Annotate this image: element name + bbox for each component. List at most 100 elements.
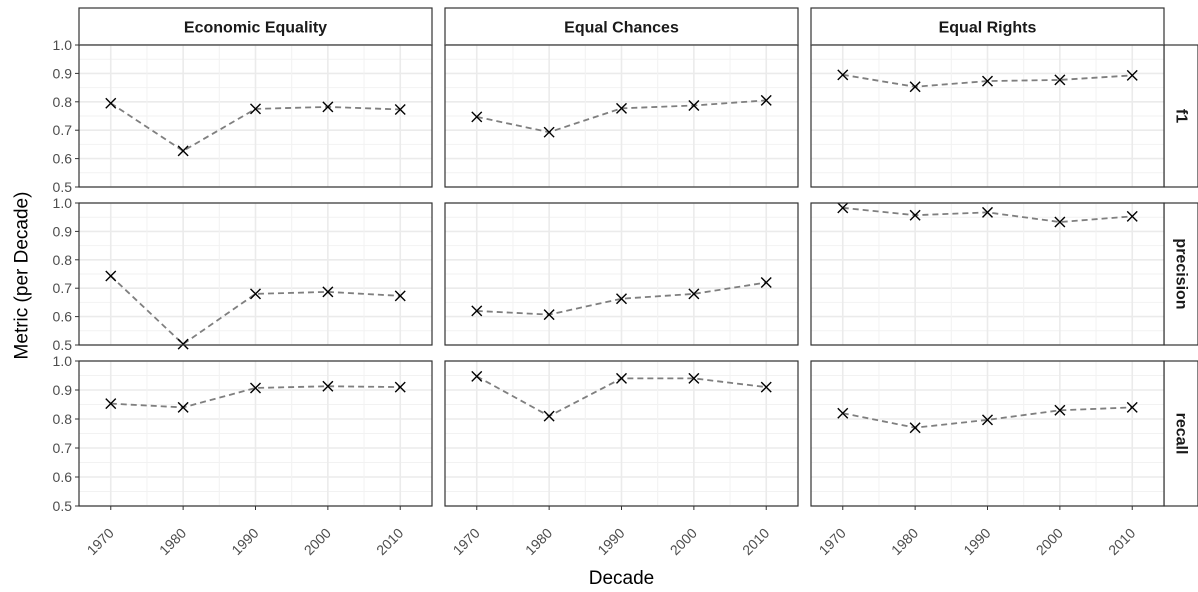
data-point	[543, 309, 555, 321]
data-point	[909, 81, 921, 93]
data-point	[1126, 69, 1138, 81]
y-tick-label: 0.9	[53, 382, 73, 398]
x-tick-label: 1970	[84, 525, 117, 558]
data-point-stroke	[760, 277, 772, 289]
y-tick-label: 0.9	[53, 223, 73, 239]
data-point-stroke	[250, 103, 261, 115]
x-tick-label: 2010	[1105, 525, 1138, 558]
series-line	[110, 275, 401, 346]
x-tick-label: 1990	[594, 525, 627, 558]
data-point-stroke	[471, 370, 483, 382]
data-point-stroke	[471, 111, 483, 123]
data-point-stroke	[177, 338, 189, 350]
panel-border	[444, 44, 799, 188]
y-tick-label: 1.0	[53, 37, 73, 53]
data-point	[688, 288, 700, 300]
y-tick-label: 0.6	[53, 309, 73, 325]
data-point-stroke	[616, 372, 627, 384]
data-point	[250, 288, 261, 300]
data-point	[760, 277, 772, 289]
panel-border	[810, 44, 1165, 188]
data-point	[177, 145, 189, 157]
series-line	[110, 385, 401, 409]
data-point-stroke	[394, 290, 406, 302]
row-strip	[1163, 360, 1198, 507]
y-tick-label: 1.0	[53, 353, 73, 369]
data-point	[837, 69, 849, 81]
data-point	[982, 75, 993, 87]
data-point-stroke	[177, 145, 189, 157]
data-point-stroke	[322, 380, 334, 392]
row-strip-label: f1	[1173, 109, 1190, 123]
y-tick-label: 0.7	[53, 440, 73, 456]
series-line	[476, 281, 767, 316]
data-point-stroke	[105, 270, 117, 282]
panel-border	[444, 202, 799, 346]
y-tick-label: 0.8	[53, 94, 73, 110]
data-point-stroke	[543, 309, 555, 321]
data-point-stroke	[837, 202, 849, 214]
x-tick-label: 2000	[301, 525, 334, 558]
data-point	[616, 372, 627, 384]
data-point	[105, 398, 117, 410]
data-point-stroke	[909, 81, 921, 93]
column-strip	[444, 7, 799, 46]
data-point	[543, 126, 555, 138]
x-tick-label: 1990	[960, 525, 993, 558]
y-tick-label: 0.8	[53, 411, 73, 427]
data-point-stroke	[688, 288, 700, 300]
data-point	[982, 206, 993, 218]
panel-border	[78, 44, 433, 188]
data-point	[322, 380, 334, 392]
data-point	[543, 410, 555, 422]
series-line	[842, 406, 1133, 429]
data-point	[688, 99, 700, 111]
data-point	[177, 401, 189, 413]
x-tick-label: 1980	[156, 525, 189, 558]
column-strip-label: Equal Rights	[939, 20, 1037, 37]
x-tick-label: 2000	[667, 525, 700, 558]
x-tick-label: 2010	[373, 525, 406, 558]
data-point	[394, 290, 406, 302]
data-point-stroke	[837, 69, 849, 81]
data-point	[837, 202, 849, 214]
data-point	[177, 338, 189, 350]
data-point-stroke	[1126, 401, 1138, 413]
data-point	[471, 111, 483, 123]
data-point	[394, 381, 406, 393]
data-point	[1054, 216, 1066, 228]
column-strip-label: Equal Chances	[564, 20, 679, 37]
data-point-stroke	[1054, 404, 1066, 416]
data-point-stroke	[909, 209, 921, 221]
data-point	[982, 414, 993, 426]
data-point-stroke	[616, 102, 627, 114]
data-point-stroke	[982, 206, 993, 218]
data-point	[616, 102, 627, 114]
y-tick-label: 0.7	[53, 122, 73, 138]
data-point-stroke	[1126, 210, 1138, 222]
y-tick-label: 0.5	[53, 179, 73, 195]
y-tick-label: 1.0	[53, 195, 73, 211]
data-point	[909, 209, 921, 221]
data-point	[1126, 401, 1138, 413]
y-tick-label: 0.5	[53, 498, 73, 514]
x-tick-label: 1980	[888, 525, 921, 558]
data-point	[1054, 404, 1066, 416]
data-point	[760, 94, 772, 106]
y-tick-label: 0.6	[53, 151, 73, 167]
data-point	[1054, 74, 1066, 86]
x-tick-label: 2010	[739, 525, 772, 558]
x-axis-title: Decade	[589, 568, 655, 589]
data-point	[688, 372, 700, 384]
data-point	[837, 407, 849, 419]
data-point-stroke	[688, 372, 700, 384]
column-strip	[78, 7, 433, 46]
data-point	[322, 101, 334, 113]
data-point-stroke	[105, 398, 117, 410]
data-point-stroke	[322, 286, 334, 298]
x-tick-label: 1970	[816, 525, 849, 558]
y-tick-label: 0.6	[53, 469, 73, 485]
row-strip	[1163, 44, 1198, 188]
data-point	[394, 103, 406, 115]
data-point-stroke	[1054, 74, 1066, 86]
